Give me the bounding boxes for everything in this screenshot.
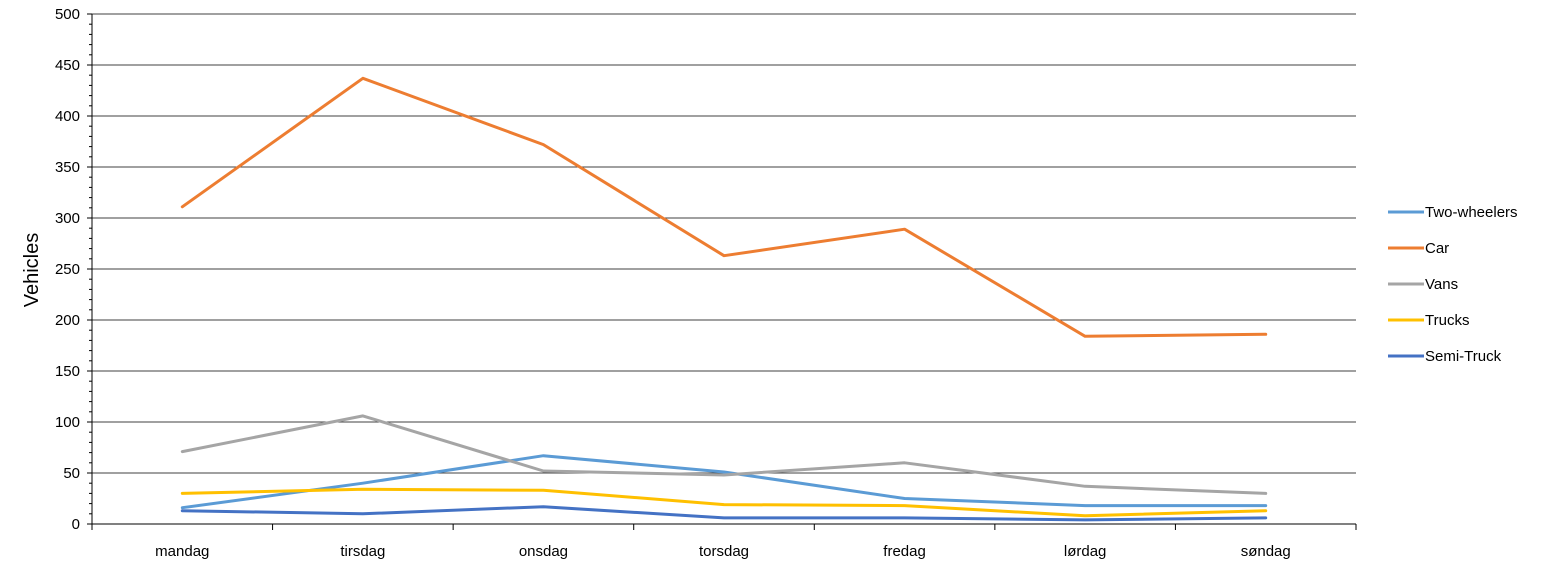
x-tick-label: lørdag [1064, 543, 1107, 560]
y-axis-title: Vehicles [21, 233, 43, 308]
legend-label: Semi-Truck [1425, 348, 1502, 365]
y-tick-label: 250 [55, 261, 80, 278]
x-tick-label: onsdag [519, 543, 568, 560]
y-tick-label: 200 [55, 312, 80, 329]
legend-label: Two-wheelers [1425, 204, 1518, 221]
x-tick-label: tirsdag [340, 543, 385, 560]
series-line [180, 487, 1268, 518]
y-tick-label: 350 [55, 159, 80, 176]
y-tick-label: 300 [55, 210, 80, 227]
y-tick-label: 50 [63, 465, 80, 482]
x-tick-label: torsdag [699, 543, 749, 560]
y-tick-label: 100 [55, 414, 80, 431]
series-lines [180, 76, 1268, 522]
legend-label: Car [1425, 240, 1449, 257]
x-tick-label: søndag [1241, 543, 1291, 560]
x-tick-label: fredag [883, 543, 926, 560]
series-line [180, 454, 1268, 510]
legend-label: Vans [1425, 276, 1458, 293]
y-tick-label: 0 [72, 516, 80, 533]
gridlines [92, 13, 1356, 474]
y-axis-ticks: 0 50 100 150 200 250 300 350 400 450 500 [55, 6, 92, 533]
series-line [180, 505, 1268, 522]
legend: Two-wheelers Car Vans Trucks Semi-Truck [1388, 204, 1518, 365]
x-axis-ticks: mandag tirsdag onsdag torsdag fredag lørdag sø… [91, 524, 1357, 560]
y-tick-label: 500 [55, 6, 80, 23]
series-line [180, 414, 1268, 495]
series-line [180, 76, 1268, 338]
y-tick-label: 450 [55, 57, 80, 74]
y-tick-label: 400 [55, 108, 80, 125]
x-tick-label: mandag [155, 543, 209, 560]
legend-label: Trucks [1425, 312, 1469, 329]
y-tick-label: 150 [55, 363, 80, 380]
